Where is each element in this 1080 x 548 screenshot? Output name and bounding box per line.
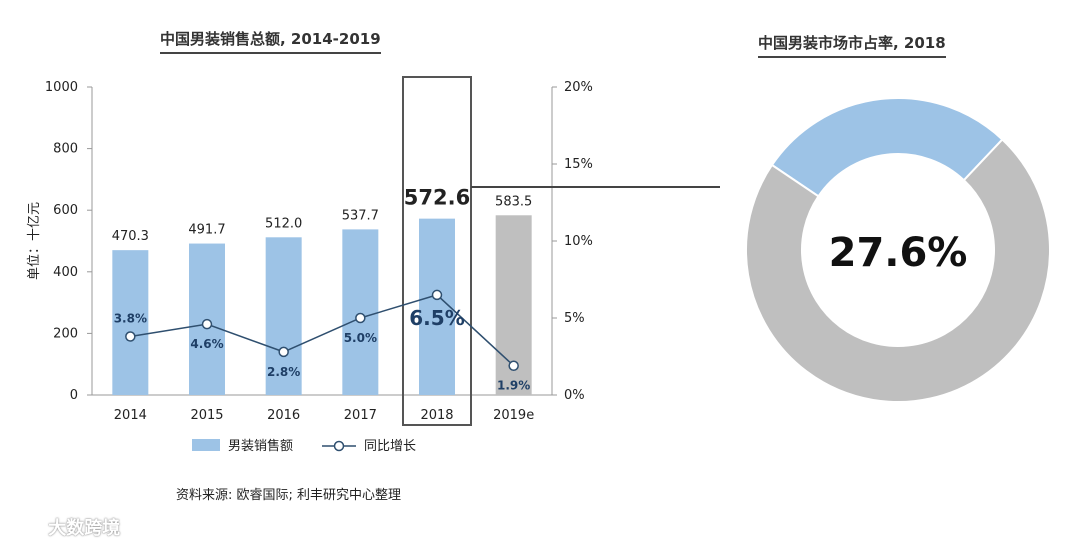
- growth-point: [431, 289, 443, 301]
- x-tick-label: 2017: [344, 408, 377, 423]
- market-share-donut-chart: 27.6%: [745, 97, 1051, 403]
- bar-2016: [265, 237, 302, 395]
- growth-value-label: 3.8%: [114, 311, 147, 325]
- growth-value-label: 2.8%: [267, 365, 300, 379]
- growth-point: [355, 312, 366, 324]
- donut-slice-1: [745, 138, 1051, 403]
- y-tick-label: 1000: [45, 80, 78, 95]
- y2-tick-label: 20%: [564, 80, 593, 95]
- y-tick-label: 800: [53, 142, 78, 157]
- chart2-title-underline: [758, 56, 946, 58]
- growth-value-label: 4.6%: [190, 337, 223, 351]
- chart2-title-text: 中国男装市场市占率, 2018: [758, 34, 946, 52]
- growth-value-label: 6.5%: [409, 306, 464, 330]
- x-tick-label: 2019e: [493, 408, 534, 423]
- legend-bar-swatch: [192, 439, 220, 451]
- bar-2017: [342, 229, 379, 395]
- bar-value-label: 583.5: [495, 194, 532, 209]
- chart1-title-underline: [160, 52, 381, 54]
- y-tick-label: 600: [53, 203, 78, 218]
- legend-line-label: 同比增长: [364, 439, 416, 454]
- x-tick-label: 2016: [267, 408, 300, 423]
- growth-point: [125, 331, 136, 342]
- legend-line-marker: [333, 440, 345, 452]
- watermark-logo-icon: [8, 521, 41, 537]
- watermark: 大数跨境: [8, 514, 120, 540]
- growth-point: [201, 318, 213, 330]
- y2-tick-label: 0%: [564, 388, 585, 403]
- bar-value-label: 572.6: [404, 186, 470, 210]
- bar-value-label: 512.0: [265, 216, 302, 231]
- y2-tick-label: 5%: [564, 311, 585, 326]
- legend-bar-label: 男装销售额: [228, 438, 293, 454]
- bar-value-label: 491.7: [188, 223, 225, 238]
- y2-tick-label: 10%: [564, 234, 593, 249]
- chart2-title: 中国男装市场市占率, 2018: [758, 32, 946, 58]
- y-tick-label: 200: [53, 326, 78, 341]
- y2-tick-label: 15%: [564, 157, 593, 172]
- y-tick-label: 400: [53, 265, 78, 280]
- sales-bar-line-chart: 0 200 400 600 800 1000 0% 5% 10% 15% 20% 单位：十亿元 470.…: [27, 76, 720, 454]
- growth-value-label: 1.9%: [497, 379, 530, 393]
- bar-2014: [112, 250, 149, 395]
- x-tick-label: 2018: [420, 408, 453, 423]
- watermark-text: 大数跨境: [48, 518, 121, 539]
- x-tick-label: 2014: [114, 408, 147, 423]
- growth-point: [508, 360, 519, 371]
- y-axis-title: 单位：十亿元: [27, 202, 42, 280]
- x-tick-label: 2015: [190, 408, 223, 423]
- growth-point: [278, 346, 289, 358]
- donut-slice-0: [770, 97, 1004, 198]
- bar-value-label: 537.7: [342, 208, 379, 223]
- donut-center-label: 27.6%: [829, 230, 968, 276]
- growth-value-label: 5.0%: [344, 331, 377, 345]
- chart1-title-text: 中国男装销售总额, 2014-2019: [160, 30, 381, 48]
- chart1-title: 中国男装销售总额, 2014-2019: [160, 28, 381, 54]
- growth-line: [130, 294, 515, 367]
- y-tick-label: 0: [70, 388, 78, 403]
- highlight-box-2018: [402, 76, 472, 426]
- source-note: 资料来源: 欧睿国际; 利丰研究中心整理: [176, 488, 402, 503]
- bar-value-label: 470.3: [112, 229, 149, 244]
